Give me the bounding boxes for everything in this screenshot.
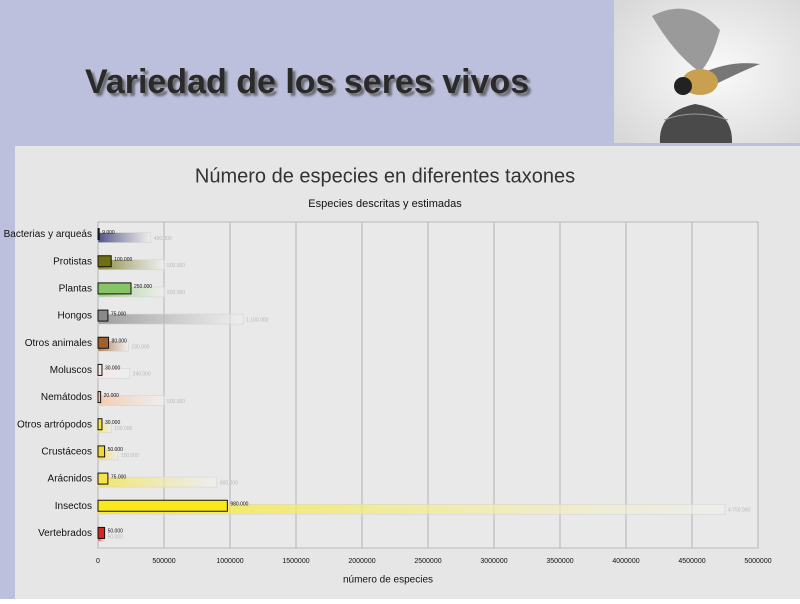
estimated-label: 400.000 bbox=[154, 236, 172, 242]
described-bar bbox=[97, 336, 110, 349]
y-tick-label: Insectos bbox=[55, 501, 92, 512]
estimated-label: 900.000 bbox=[220, 480, 238, 486]
y-tick-label: Plantas bbox=[59, 284, 92, 295]
y-tick-label: Moluscos bbox=[50, 365, 92, 376]
described-bar bbox=[97, 418, 103, 431]
x-tick-label: 3000000 bbox=[480, 558, 507, 565]
slide-title: Variedad de los seres vivos bbox=[85, 63, 529, 101]
described-label: 30.000 bbox=[105, 366, 121, 372]
x-tick-label: 3500000 bbox=[546, 558, 573, 565]
chart-title: Número de especies en diferentes taxones bbox=[195, 165, 575, 187]
described-bar bbox=[97, 526, 106, 539]
described-bar bbox=[97, 472, 109, 485]
x-tick-label: 5000000 bbox=[744, 558, 771, 565]
x-tick-label: 2000000 bbox=[348, 558, 375, 565]
estimated-label: 500.000 bbox=[167, 263, 185, 269]
x-axis-label: número de especies bbox=[343, 575, 433, 586]
estimated-label: 500.000 bbox=[167, 290, 185, 296]
y-tick-label: Otros animales bbox=[25, 338, 92, 349]
x-tick-label: 2500000 bbox=[414, 558, 441, 565]
estimated-label: 100.000 bbox=[114, 426, 132, 432]
estimated-label: 230.000 bbox=[131, 345, 149, 351]
described-label: 75.000 bbox=[111, 474, 127, 480]
x-tick-label: 4000000 bbox=[612, 558, 639, 565]
y-tick-label: Crustáceos bbox=[41, 447, 92, 458]
x-tick-label: 0 bbox=[96, 558, 100, 565]
chart-subtitle: Especies descritas y estimadas bbox=[308, 198, 462, 210]
y-tick-label: Protistas bbox=[53, 256, 92, 267]
estimated-label: 240.000 bbox=[133, 372, 151, 378]
described-label: 80.000 bbox=[112, 339, 128, 345]
described-label: 50.000 bbox=[108, 447, 124, 453]
described-label: 30.000 bbox=[105, 420, 121, 426]
described-label: 250.000 bbox=[134, 284, 152, 290]
described-bar bbox=[97, 363, 103, 376]
described-bar bbox=[97, 255, 112, 268]
described-label: 980.000 bbox=[230, 502, 248, 508]
estimated-label: 150.000 bbox=[121, 453, 139, 459]
x-tick-label: 1500000 bbox=[282, 558, 309, 565]
described-label: 100.000 bbox=[114, 257, 132, 263]
described-bar bbox=[97, 445, 106, 458]
described-label: 50.000 bbox=[108, 529, 124, 535]
y-tick-label: Arácnidos bbox=[48, 474, 92, 485]
described-label: 75.000 bbox=[111, 311, 127, 317]
estimated-label: 1.100.000 bbox=[246, 317, 268, 323]
x-tick-label: 500000 bbox=[152, 558, 175, 565]
estimated-label: 4.750.000 bbox=[728, 508, 750, 514]
described-label: 9.000 bbox=[102, 230, 115, 236]
y-tick-label: Vertebrados bbox=[38, 528, 92, 539]
y-tick-label: Otros artrópodos bbox=[17, 419, 92, 430]
y-tick-label: Bacterias y arqueás bbox=[4, 229, 92, 240]
described-label: 20.000 bbox=[104, 393, 120, 399]
y-tick-label: Nemátodos bbox=[41, 392, 92, 403]
y-tick-label: Hongos bbox=[58, 311, 92, 322]
described-bar bbox=[97, 228, 100, 241]
bird-photo bbox=[614, 0, 800, 143]
described-bar bbox=[97, 282, 132, 295]
x-tick-label: 1000000 bbox=[216, 558, 243, 565]
estimated-label: 50.000 bbox=[108, 535, 124, 541]
estimated-label: 500.000 bbox=[167, 399, 185, 405]
x-tick-label: 4500000 bbox=[678, 558, 705, 565]
described-bar bbox=[97, 391, 102, 404]
described-bar bbox=[97, 309, 109, 322]
described-bar bbox=[97, 499, 228, 512]
